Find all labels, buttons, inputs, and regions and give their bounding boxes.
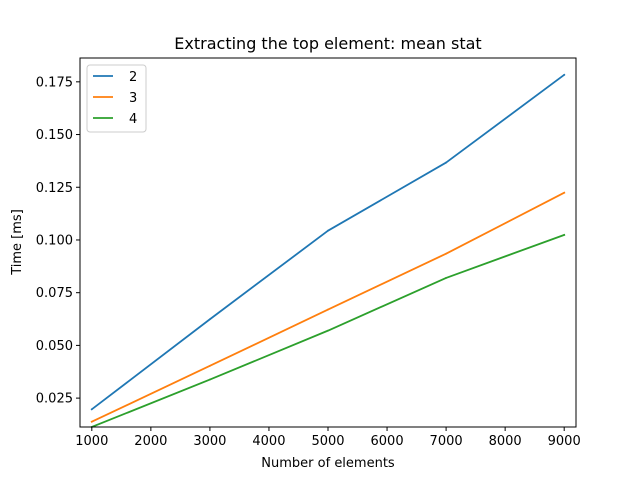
x-tick-label: 3000 — [193, 434, 226, 449]
data-point — [445, 252, 447, 255]
data-point — [445, 277, 447, 279]
x-tick-label: 8000 — [489, 434, 522, 449]
y-tick-label: 0.050 — [36, 339, 73, 354]
data-point — [90, 420, 93, 423]
y-tick-label: 0.075 — [36, 286, 73, 301]
x-tick-label: 9000 — [548, 434, 581, 449]
y-tick-label: 0.025 — [36, 392, 73, 407]
data-point — [209, 318, 211, 321]
chart-title: Extracting the top element: mean stat — [174, 34, 481, 53]
data-point — [327, 229, 329, 232]
x-tick-label: 5000 — [311, 434, 344, 449]
x-tick-label: 1000 — [75, 434, 108, 449]
data-point — [563, 234, 566, 236]
legend-label-3: 3 — [129, 91, 137, 106]
x-tick-label: 4000 — [252, 434, 285, 449]
plot-area-frame — [79, 57, 577, 428]
data-point — [209, 378, 211, 381]
legend-label-4: 4 — [129, 112, 137, 127]
x-axis-label: Number of elements — [261, 456, 395, 471]
y-tick-label: 0.150 — [36, 128, 73, 143]
data-point — [209, 364, 211, 367]
data-point — [327, 308, 329, 311]
legend-box — [86, 64, 147, 133]
y-tick-label: 0.175 — [36, 75, 73, 90]
y-tick-label: 0.125 — [36, 181, 73, 196]
axes-layer: 1000 2000 3000 4000 5000 6000 7000 8000 9000 0.02… — [36, 75, 581, 449]
data-point — [445, 161, 447, 164]
x-tick-label: 7000 — [430, 434, 463, 449]
data-point — [563, 73, 566, 76]
y-axis-label: Time [ms] — [10, 209, 25, 276]
data-point — [563, 191, 566, 194]
x-tick-label: 2000 — [134, 434, 167, 449]
data-point — [90, 408, 93, 411]
y-tick-label: 0.100 — [36, 233, 73, 248]
legend-label-2: 2 — [129, 70, 137, 85]
legend: 2 3 4 — [86, 64, 147, 133]
data-point — [327, 329, 329, 332]
x-tick-label: 6000 — [371, 434, 404, 449]
